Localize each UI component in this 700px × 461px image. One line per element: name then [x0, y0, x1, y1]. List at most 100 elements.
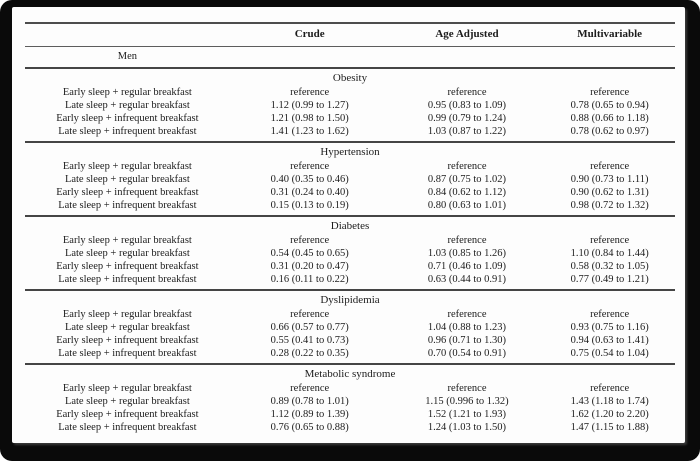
- row-label: Early sleep + regular breakfast: [62, 87, 192, 98]
- value-cell: 0.93 (0.75 to 1.16): [570, 322, 649, 333]
- section-title-row: Dyslipidemia: [25, 290, 675, 308]
- value-cell: 0.28 (0.22 to 0.35): [270, 348, 349, 359]
- table-row: Early sleep + regular breakfast reference…: [25, 234, 675, 247]
- table-row: Late sleep + infrequent breakfast 0.28 (0…: [25, 347, 675, 364]
- value-cell: 0.40 (0.35 to 0.46): [270, 174, 349, 185]
- value-cell: 0.96 (0.71 to 1.30): [427, 335, 507, 346]
- value-cell: reference: [290, 235, 330, 246]
- table-row: Early sleep + infrequent breakfast 0.31 (…: [25, 260, 675, 273]
- table-row: Late sleep + regular breakfast 0.66 (0.57…: [25, 321, 675, 334]
- section-title: Obesity: [332, 72, 368, 84]
- table-row: Early sleep + regular breakfast reference…: [25, 160, 675, 173]
- value-cell: 1.41 (1.23 to 1.62): [270, 126, 349, 137]
- section-title-row: Diabetes: [25, 216, 675, 234]
- value-cell: reference: [290, 87, 330, 98]
- value-cell: reference: [590, 161, 630, 172]
- row-label: Late sleep + infrequent breakfast: [58, 422, 197, 433]
- row-label: Early sleep + infrequent breakfast: [56, 187, 199, 198]
- value-cell: 0.94 (0.63 to 1.41): [570, 335, 649, 346]
- value-cell: reference: [447, 161, 487, 172]
- table-row: Early sleep + regular breakfast reference…: [25, 382, 675, 395]
- value-cell: 0.70 (0.54 to 0.91): [427, 348, 507, 359]
- value-cell: 0.99 (0.79 to 1.24): [427, 113, 507, 124]
- row-label: Early sleep + regular breakfast: [62, 235, 192, 246]
- value-cell: reference: [590, 383, 630, 394]
- value-cell: 0.58 (0.32 to 1.05): [570, 261, 649, 272]
- column-header-age-adjusted: Age Adjusted: [435, 28, 499, 40]
- table-row: Early sleep + infrequent breakfast 1.12 (…: [25, 408, 675, 421]
- empty-cell: [230, 47, 390, 69]
- value-cell: 0.89 (0.78 to 1.01): [270, 396, 349, 407]
- row-label: Early sleep + regular breakfast: [62, 161, 192, 172]
- value-cell: 0.84 (0.62 to 1.12): [427, 187, 507, 198]
- row-label: Early sleep + regular breakfast: [62, 309, 192, 320]
- row-label: Late sleep + regular breakfast: [64, 174, 190, 185]
- value-cell: 1.52 (1.21 to 1.93): [427, 409, 507, 420]
- value-cell: 1.47 (1.15 to 1.88): [570, 422, 649, 433]
- section-title: Dyslipidemia: [320, 294, 380, 306]
- column-header-multivariable: Multivariable: [577, 28, 643, 40]
- table-row: Late sleep + infrequent breakfast 1.41 (1…: [25, 125, 675, 142]
- value-cell: 1.12 (0.99 to 1.27): [270, 100, 349, 111]
- value-cell: 0.66 (0.57 to 0.77): [270, 322, 349, 333]
- value-cell: 0.88 (0.66 to 1.18): [570, 113, 649, 124]
- table-row: Early sleep + infrequent breakfast 0.31 (…: [25, 186, 675, 199]
- column-header-crude: Crude: [294, 28, 325, 40]
- row-label: Early sleep + infrequent breakfast: [56, 409, 199, 420]
- row-label: Late sleep + regular breakfast: [64, 322, 190, 333]
- value-cell: 1.15 (0.996 to 1.32): [425, 396, 509, 407]
- column-header-blank: [25, 23, 230, 47]
- value-cell: 0.75 (0.54 to 1.04): [570, 348, 649, 359]
- group-row-men: Men: [25, 47, 675, 69]
- value-cell: 0.16 (0.11 to 0.22): [270, 274, 349, 285]
- value-cell: 0.55 (0.41 to 0.73): [270, 335, 349, 346]
- section-title-row: Metabolic syndrome: [25, 364, 675, 382]
- table-row: Late sleep + regular breakfast 0.40 (0.35…: [25, 173, 675, 186]
- table-row: Late sleep + regular breakfast 0.89 (0.78…: [25, 395, 675, 408]
- results-table: Crude Age Adjusted Multivariable Men Obe…: [25, 22, 675, 437]
- row-label: Late sleep + infrequent breakfast: [58, 348, 197, 359]
- value-cell: 0.78 (0.65 to 0.94): [570, 100, 649, 111]
- value-cell: 0.31 (0.20 to 0.47): [270, 261, 349, 272]
- value-cell: reference: [590, 87, 630, 98]
- paper-page: Crude Age Adjusted Multivariable Men Obe…: [12, 7, 685, 443]
- value-cell: 1.10 (0.84 to 1.44): [570, 248, 649, 259]
- table-header-row: Crude Age Adjusted Multivariable: [25, 23, 675, 47]
- row-label: Late sleep + regular breakfast: [64, 100, 190, 111]
- row-label: Early sleep + regular breakfast: [62, 383, 192, 394]
- value-cell: 0.54 (0.45 to 0.65): [270, 248, 349, 259]
- value-cell: 0.78 (0.62 to 0.97): [570, 126, 649, 137]
- table-row: Late sleep + regular breakfast 1.12 (0.99…: [25, 99, 675, 112]
- table-row: Early sleep + infrequent breakfast 0.55 (…: [25, 334, 675, 347]
- value-cell: 1.03 (0.85 to 1.26): [427, 248, 507, 259]
- value-cell: reference: [290, 309, 330, 320]
- row-label: Late sleep + infrequent breakfast: [58, 274, 197, 285]
- value-cell: reference: [290, 161, 330, 172]
- row-label: Late sleep + infrequent breakfast: [58, 200, 197, 211]
- value-cell: 1.62 (1.20 to 2.20): [570, 409, 649, 420]
- value-cell: reference: [590, 309, 630, 320]
- section-title: Diabetes: [330, 220, 370, 232]
- value-cell: reference: [447, 309, 487, 320]
- row-label: Late sleep + regular breakfast: [64, 248, 190, 259]
- value-cell: 0.80 (0.63 to 1.01): [427, 200, 507, 211]
- value-cell: reference: [290, 383, 330, 394]
- table-row: Early sleep + regular breakfast reference…: [25, 308, 675, 321]
- table-row: Early sleep + infrequent breakfast 1.21 (…: [25, 112, 675, 125]
- section-title: Metabolic syndrome: [304, 368, 396, 380]
- table-row: Late sleep + infrequent breakfast 0.16 (0…: [25, 273, 675, 290]
- value-cell: 0.98 (0.72 to 1.32): [570, 200, 649, 211]
- table-row: Early sleep + regular breakfast reference…: [25, 86, 675, 99]
- value-cell: 0.15 (0.13 to 0.19): [270, 200, 349, 211]
- value-cell: 0.90 (0.73 to 1.11): [570, 174, 649, 185]
- row-label: Early sleep + infrequent breakfast: [56, 335, 199, 346]
- value-cell: 0.95 (0.83 to 1.09): [427, 100, 507, 111]
- value-cell: 1.12 (0.89 to 1.39): [270, 409, 349, 420]
- empty-cell: [390, 47, 545, 69]
- value-cell: 0.71 (0.46 to 1.09): [427, 261, 507, 272]
- row-label: Early sleep + infrequent breakfast: [56, 113, 199, 124]
- value-cell: reference: [447, 235, 487, 246]
- value-cell: 0.77 (0.49 to 1.21): [570, 274, 649, 285]
- row-label: Late sleep + infrequent breakfast: [58, 126, 197, 137]
- value-cell: 0.31 (0.24 to 0.40): [270, 187, 349, 198]
